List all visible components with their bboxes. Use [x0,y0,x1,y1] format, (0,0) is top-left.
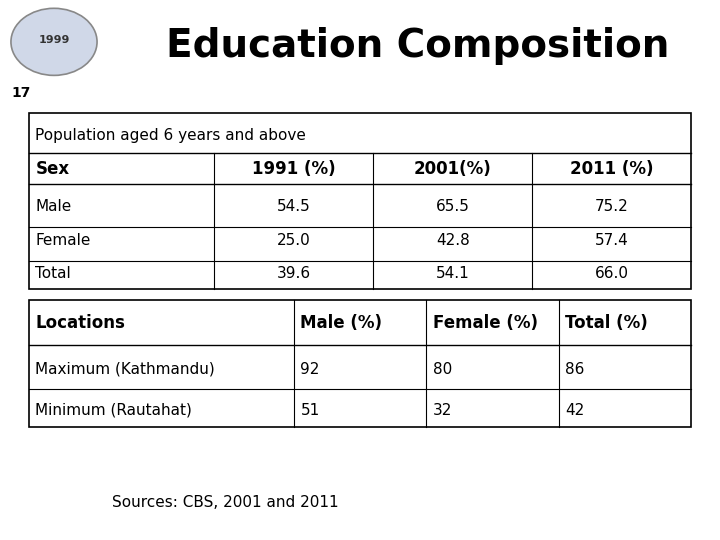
Text: Female: Female [35,233,91,248]
Text: 32: 32 [433,403,452,417]
Text: 54.5: 54.5 [277,199,310,214]
Text: 2001(%): 2001(%) [414,160,492,178]
Text: Male (%): Male (%) [300,314,382,332]
FancyBboxPatch shape [29,113,691,289]
Text: 86: 86 [565,362,585,377]
FancyBboxPatch shape [29,300,691,427]
Text: Sources: CBS, 2001 and 2011: Sources: CBS, 2001 and 2011 [112,495,338,510]
FancyBboxPatch shape [6,83,36,103]
Text: Male: Male [35,199,72,214]
Text: 54.1: 54.1 [436,266,469,281]
Text: 42.8: 42.8 [436,233,469,248]
Circle shape [11,8,97,76]
Text: 75.2: 75.2 [595,199,629,214]
Text: 17: 17 [12,86,30,100]
Text: 42: 42 [565,403,585,417]
Text: Minimum (Rautahat): Minimum (Rautahat) [35,403,192,417]
Text: 39.6: 39.6 [276,266,311,281]
Text: Sex: Sex [35,160,70,178]
Text: Total: Total [35,266,71,281]
Text: 80: 80 [433,362,452,377]
Text: 57.4: 57.4 [595,233,629,248]
Text: Education Composition: Education Composition [166,27,670,65]
Text: Female (%): Female (%) [433,314,538,332]
Text: 66.0: 66.0 [595,266,629,281]
Text: 92: 92 [300,362,320,377]
Text: 25.0: 25.0 [277,233,310,248]
Text: 1999: 1999 [38,36,70,45]
Text: 1991 (%): 1991 (%) [252,160,336,178]
Text: Locations: Locations [35,314,125,332]
Text: 65.5: 65.5 [436,199,469,214]
Text: 51: 51 [300,403,320,417]
Text: Population aged 6 years and above: Population aged 6 years and above [35,129,306,143]
Text: Maximum (Kathmandu): Maximum (Kathmandu) [35,362,215,377]
Text: 2011 (%): 2011 (%) [570,160,654,178]
Text: Total (%): Total (%) [565,314,648,332]
